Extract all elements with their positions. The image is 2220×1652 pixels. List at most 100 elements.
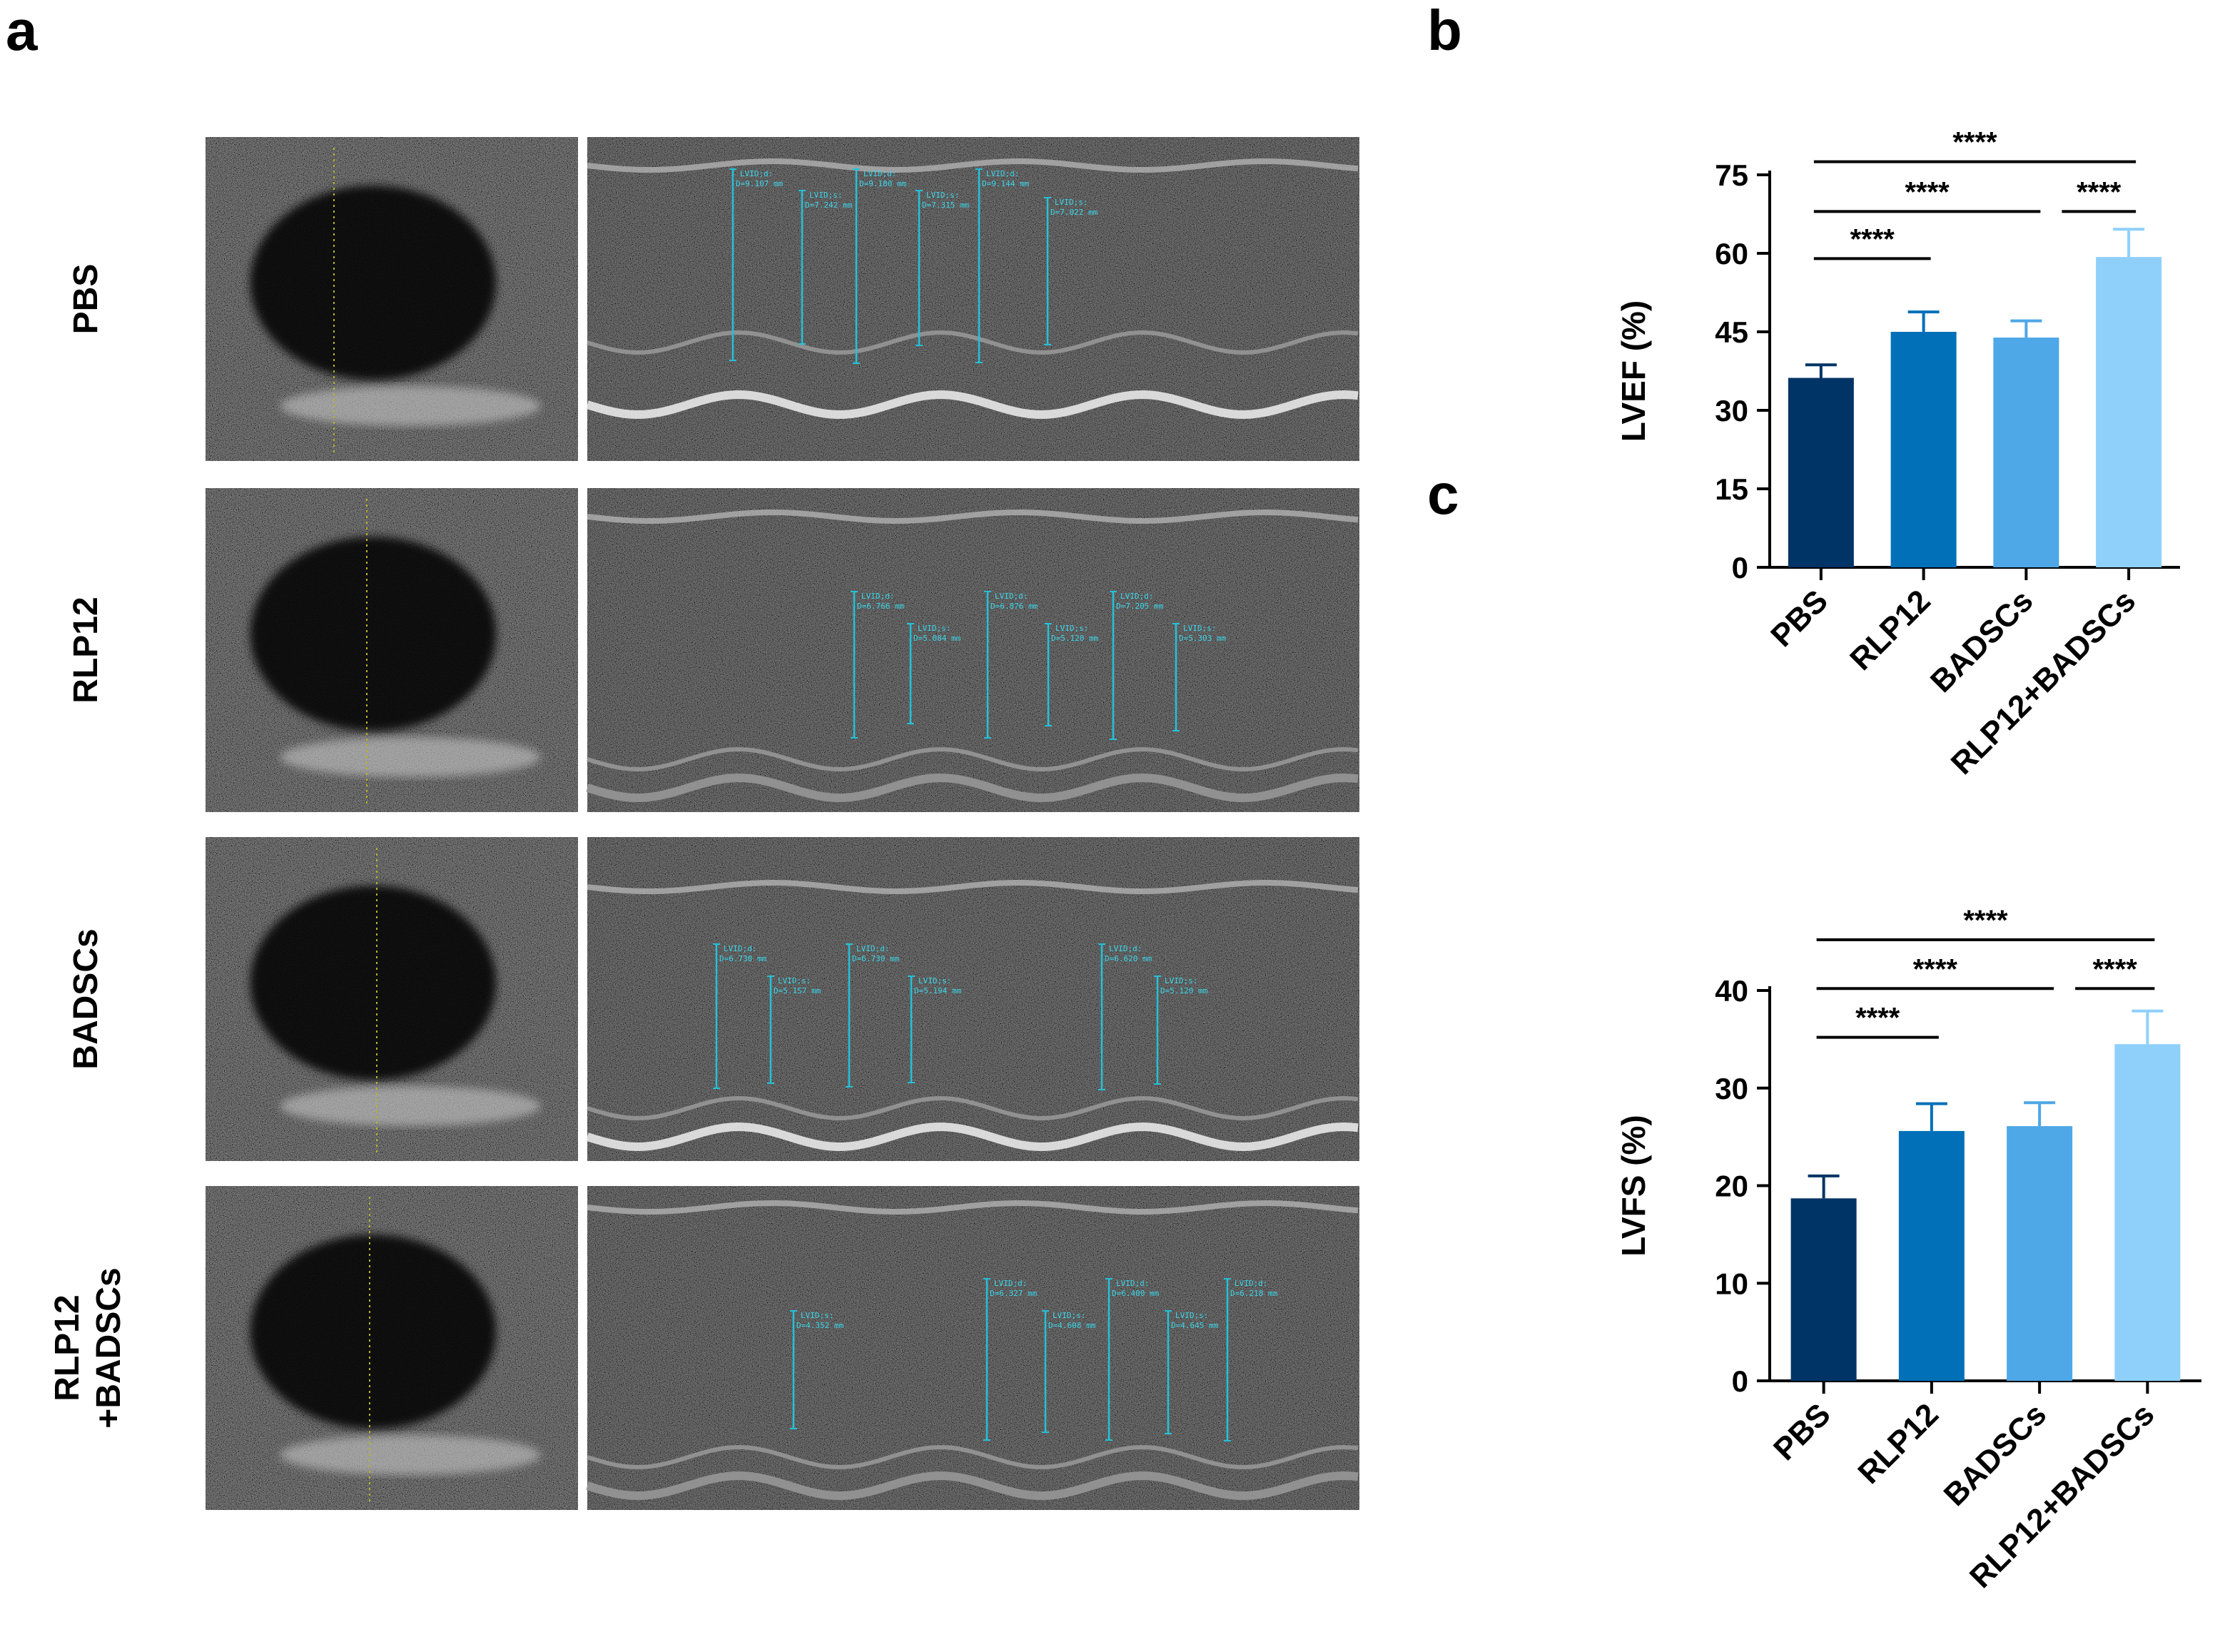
mmode-wall-trace [586,1122,1359,1152]
y-tick-label: 0 [1732,551,1748,584]
mmode-wall-trace [587,330,1359,355]
measurement-value: D=6.766 mm [857,602,905,611]
measurement-label: LVID;s: [1175,1311,1208,1320]
x-tick-label: BADSCs [1937,1397,2054,1513]
measurement-value: D=9.107 mm [736,179,784,188]
bmode-wall [280,1434,541,1475]
row-label-line: +BADSCs [90,1267,128,1428]
measurement-label: LVID;s: [1165,976,1197,985]
significance-label: **** [2077,176,2122,208]
y-tick-label: 45 [1715,315,1748,349]
measurement-value: D=9.180 mm [859,179,907,188]
measurement-label: LVID;s: [1055,198,1088,207]
bar [1993,338,2059,567]
y-tick-label: 20 [1715,1170,1748,1203]
bar [1790,1198,1857,1381]
bmode-cavity [250,537,497,731]
panel-letter-c: c [1427,462,1459,526]
mmode-speckle [587,488,1359,812]
measurement-value: D=6.730 mm [719,954,767,963]
significance-label: **** [1855,1003,1900,1034]
measurement-value: D=5.157 mm [774,986,821,995]
measurement-label: LVID;d: [863,169,896,178]
y-tick-label: 15 [1715,472,1748,506]
measurement-value: D=5.120 mm [1051,634,1099,643]
mmode-wall-trace [587,1095,1359,1121]
measurement-value: D=4.645 mm [1171,1321,1219,1330]
y-tick-label: 30 [1715,394,1748,427]
row-label: PBS [67,264,105,335]
bar [2007,1126,2073,1381]
mmode-septum-trace [587,158,1359,173]
measurement-value: D=6.876 mm [990,602,1038,611]
bar [1788,377,1854,567]
x-tick-label: PBS [1767,1397,1838,1467]
x-tick-label: RLP12+BADSCs [1963,1397,2161,1595]
bar [2114,1044,2181,1381]
measurement-label: LVID;s: [926,191,959,200]
x-tick-label: RLP12 [1843,583,1937,676]
mmode-speckle [587,1186,1359,1510]
bar [1898,1130,1965,1381]
measurement-value: D=6.400 mm [1112,1289,1160,1298]
x-tick-label: RLP12 [1851,1397,1945,1490]
row-label-line: PBS [67,264,105,335]
panel-letter-a: a [6,0,38,62]
significance-label: **** [1913,953,1958,985]
y-axis-label: LVFS (%) [1615,1115,1652,1256]
measurement-label: LVID;s: [1053,1311,1085,1320]
measurement-label: LVID;s: [778,976,811,985]
x-tick-label: RLP12+BADSCs [1945,583,2143,781]
significance-label: **** [1952,127,1997,158]
significance-label: **** [2093,953,2138,985]
measurement-label: LVID;d: [1120,592,1153,601]
measurement-value: D=6.327 mm [990,1289,1038,1298]
measurement-label: LVID;d: [856,944,889,953]
measurement-value: D=7.315 mm [922,201,970,210]
bmode-cavity [250,186,497,380]
measurement-label: LVID;d: [986,169,1019,178]
bar [1890,332,1957,567]
measurement-value: D=5.194 mm [914,986,962,995]
row-label: RLP12 +BADSCs [49,1267,128,1428]
bar [2096,257,2162,567]
measurement-value: D=5.084 mm [913,634,961,643]
mmode-septum-trace [587,879,1359,895]
measurement-label: LVID;d: [1109,944,1142,953]
measurement-value: D=4.608 mm [1048,1321,1096,1330]
measurement-value: D=6.218 mm [1230,1289,1278,1298]
mmode-wall-trace [586,1471,1359,1501]
mmode-wall-trace [587,1444,1359,1470]
measurement-label: LVID;s: [1055,624,1088,633]
measurement-value: D=7.242 mm [805,201,853,210]
measurement-label: LVID;d: [1116,1279,1149,1288]
y-tick-label: 10 [1715,1267,1748,1300]
mmode-wall-trace [587,746,1359,772]
bmode-wall [280,1085,541,1126]
measurement-value: D=6.730 mm [852,954,900,963]
panel-letter-b: b [1427,0,1462,62]
y-tick-label: 75 [1715,158,1748,192]
row-label-line: RLP12 [49,1294,86,1401]
measurement-label: LVID;d: [724,944,756,953]
significance-label: **** [1905,176,1950,208]
measurement-label: LVID;s: [801,1311,833,1320]
significance-label: **** [1963,905,2008,936]
measurement-label: LVID;s: [918,624,951,633]
row-label: RLP12 [67,597,105,703]
bmode-cavity [250,1235,497,1429]
y-axis-label: LVEF (%) [1615,300,1652,442]
measurement-label: LVID;d: [740,169,773,178]
measurement-label: LVID;d: [994,1279,1027,1288]
mmode-septum-trace [587,509,1359,524]
y-tick-label: 40 [1715,974,1748,1008]
measurement-label: LVID;d: [861,592,894,601]
measurement-value: D=7.205 mm [1116,602,1164,611]
mmode-wall-trace [586,773,1359,803]
bmode-wall [280,385,541,426]
y-tick-label: 0 [1732,1364,1748,1398]
row-label: BADSCs [67,928,105,1069]
